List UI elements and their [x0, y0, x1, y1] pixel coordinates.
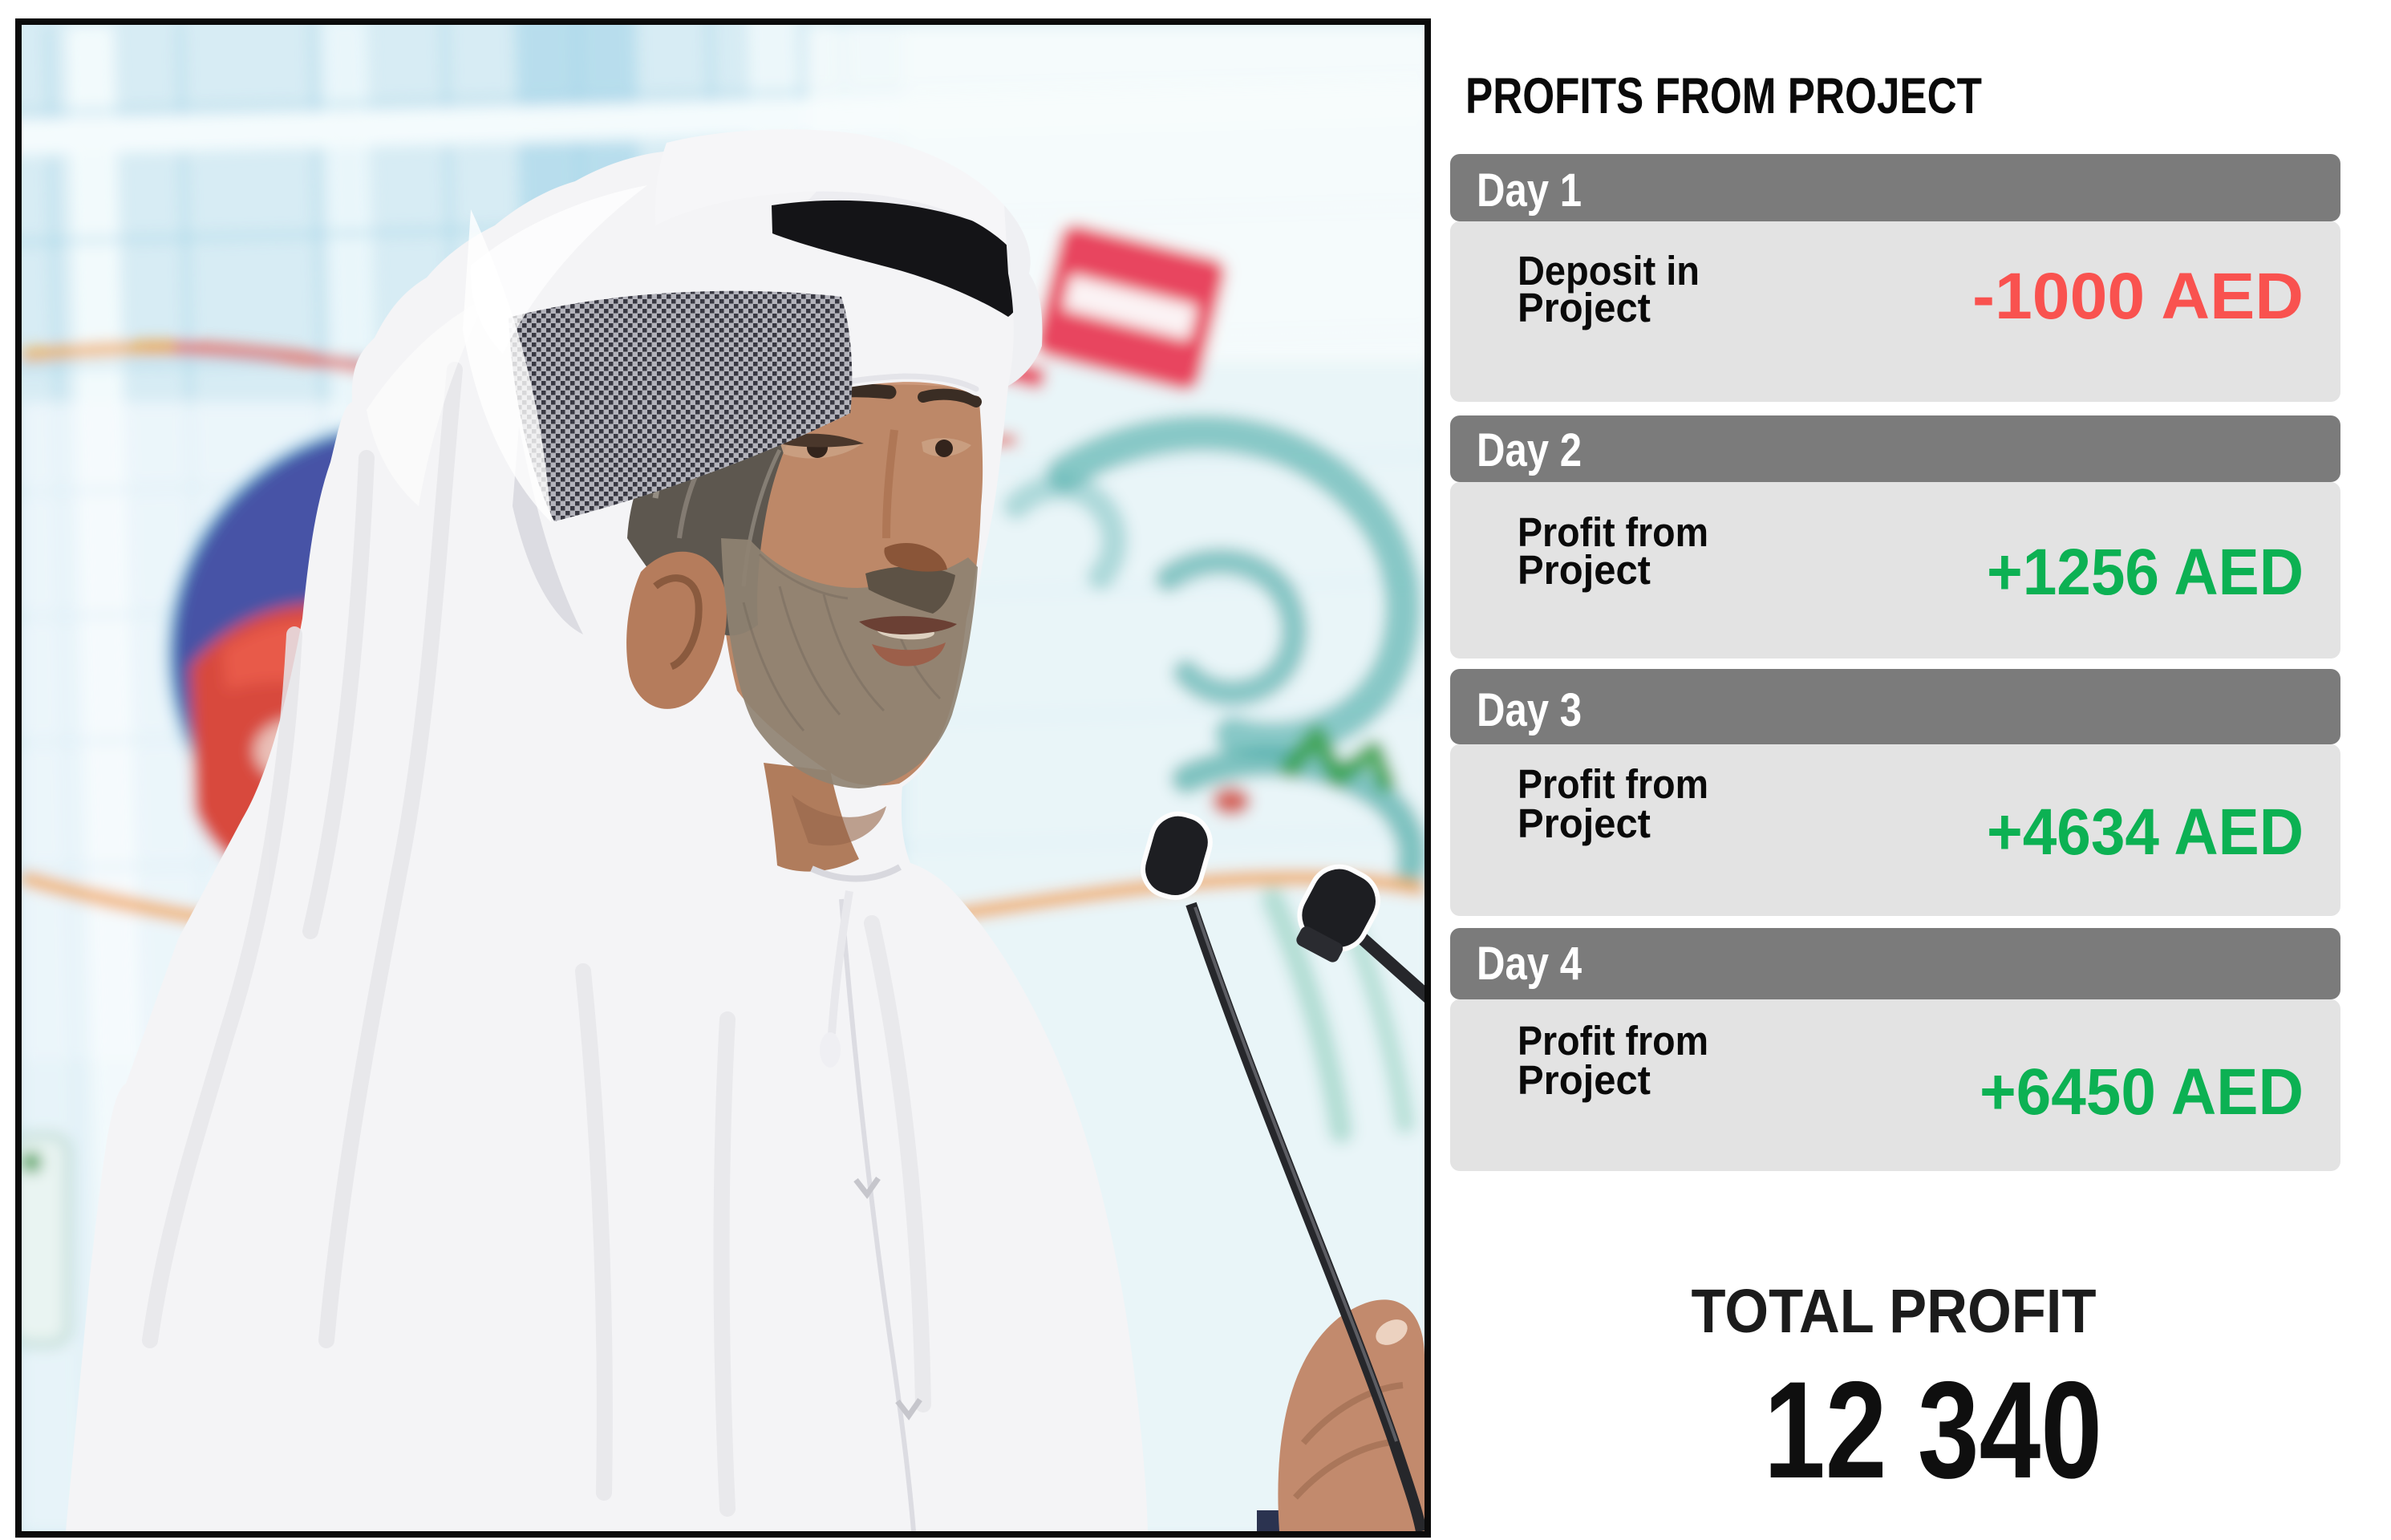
svg-text:Day 3: Day 3: [1477, 684, 1582, 736]
svg-text:+4634 AED: +4634 AED: [1987, 796, 2304, 869]
svg-text:+1256 AED: +1256 AED: [1987, 536, 2304, 609]
svg-text:Day 4: Day 4: [1477, 938, 1582, 990]
svg-text:-1000 AED: -1000 AED: [1972, 260, 2304, 333]
svg-text:Deposit in: Deposit in: [1518, 248, 1700, 294]
svg-text:TOTAL PROFIT: TOTAL PROFIT: [1692, 1277, 2097, 1346]
svg-text:Project: Project: [1518, 1057, 1651, 1103]
svg-text:+6450 AED: +6450 AED: [1980, 1056, 2304, 1129]
svg-text:Project: Project: [1518, 285, 1651, 330]
svg-text:Project: Project: [1518, 547, 1651, 593]
svg-text:Profit from: Profit from: [1518, 761, 1708, 807]
svg-text:12 340: 12 340: [1764, 1353, 2102, 1507]
svg-text:Profit from: Profit from: [1518, 509, 1708, 555]
svg-text:Day 2: Day 2: [1477, 424, 1582, 476]
svg-text:Day 1: Day 1: [1477, 164, 1582, 217]
svg-text:Project: Project: [1518, 800, 1651, 846]
svg-text:PROFITS FROM PROJECT: PROFITS FROM PROJECT: [1465, 68, 1982, 124]
svg-text:Profit from: Profit from: [1518, 1018, 1708, 1064]
